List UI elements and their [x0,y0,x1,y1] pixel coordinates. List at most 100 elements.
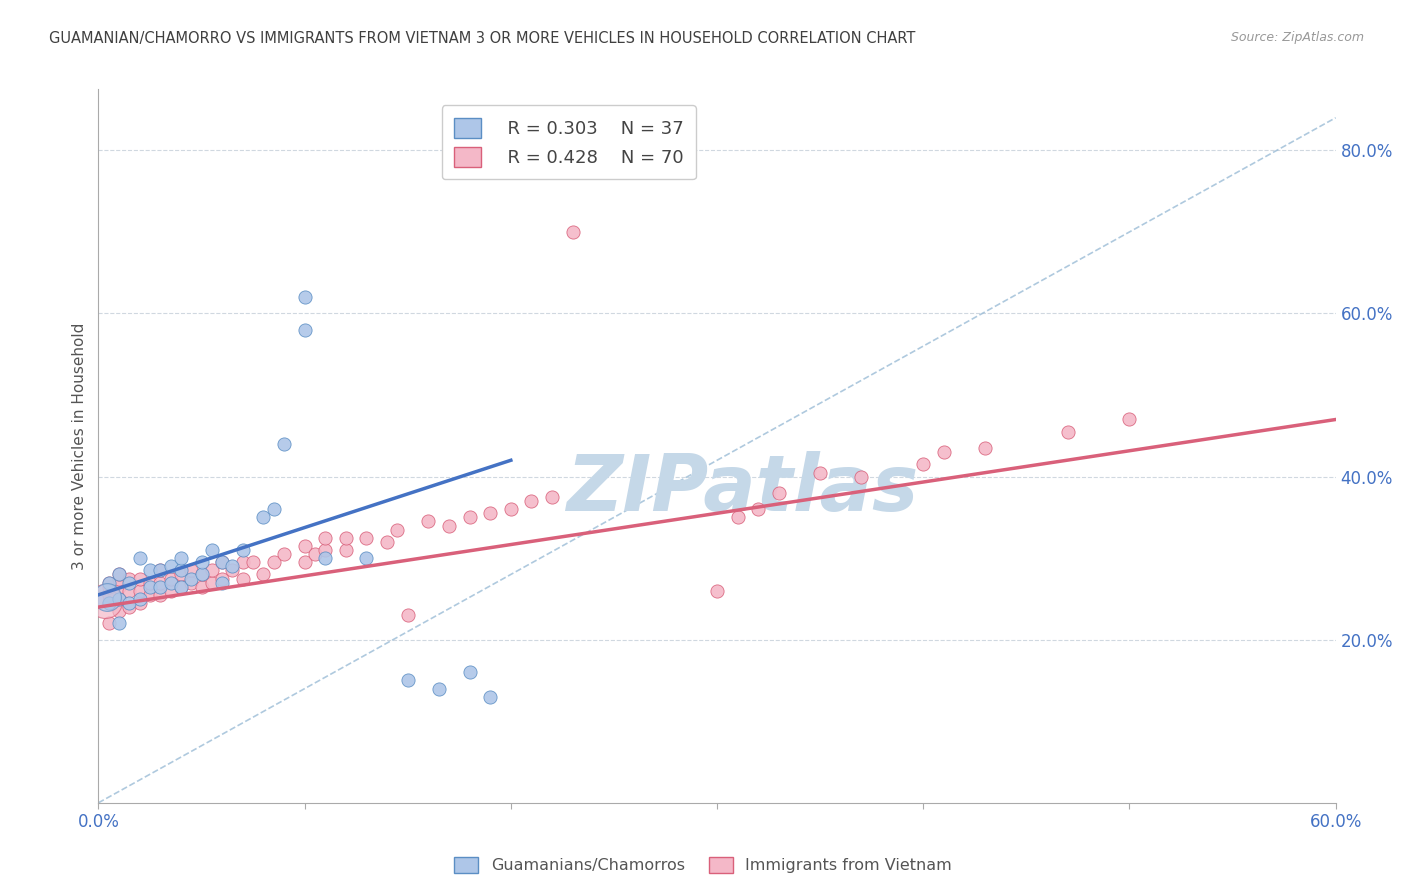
Point [479,506,502,520]
Point [201,563,224,577]
Point [108,567,131,582]
Point [149,580,172,594]
Point [294,290,316,304]
Point [520,494,543,508]
Point [561,225,583,239]
Point [118,583,141,598]
Point [97,616,120,631]
Point [221,559,243,574]
Point [221,563,243,577]
Point [418,515,440,529]
Point [541,490,564,504]
Point [118,596,141,610]
Point [180,563,202,577]
Point [1118,412,1140,426]
Point [128,551,150,566]
Point [458,510,481,524]
Point [139,575,162,590]
Point [128,572,150,586]
Point [252,510,274,524]
Point [263,555,285,569]
Point [727,510,749,524]
Point [242,555,264,569]
Point [263,502,285,516]
Point [232,555,254,569]
Point [159,572,181,586]
Legend:   R = 0.303    N = 37,   R = 0.428    N = 70: R = 0.303 N = 37, R = 0.428 N = 70 [441,105,696,179]
Point [294,555,316,569]
Point [396,673,419,688]
Point [93,593,115,607]
Point [118,572,141,586]
Point [273,547,295,561]
Point [97,575,120,590]
Point [201,543,224,558]
Text: GUAMANIAN/CHAMORRO VS IMMIGRANTS FROM VIETNAM 3 OR MORE VEHICLES IN HOUSEHOLD CO: GUAMANIAN/CHAMORRO VS IMMIGRANTS FROM VI… [49,31,915,46]
Point [108,616,131,631]
Point [190,555,212,569]
Point [232,543,254,558]
Point [128,596,150,610]
Point [211,555,233,569]
Point [747,502,769,516]
Point [149,563,172,577]
Point [211,572,233,586]
Point [356,551,378,566]
Point [139,588,162,602]
Point [108,604,131,618]
Point [396,608,419,623]
Point [211,555,233,569]
Point [211,575,233,590]
Point [108,591,131,606]
Legend: Guamanians/Chamorros, Immigrants from Vietnam: Guamanians/Chamorros, Immigrants from Vi… [447,850,959,880]
Point [149,575,172,590]
Point [159,583,181,598]
Point [201,575,224,590]
Point [375,534,398,549]
Point [190,580,212,594]
Point [437,518,460,533]
Point [314,551,336,566]
Point [108,580,131,594]
Point [128,583,150,598]
Point [706,583,728,598]
Point [180,575,202,590]
Point [294,539,316,553]
Point [170,567,193,582]
Point [294,323,316,337]
Point [932,445,955,459]
Point [314,531,336,545]
Text: ZIPatlas: ZIPatlas [565,450,918,527]
Point [356,531,378,545]
Point [159,559,181,574]
Point [190,567,212,582]
Point [108,572,131,586]
Text: Source: ZipAtlas.com: Source: ZipAtlas.com [1230,31,1364,45]
Point [458,665,481,680]
Point [768,486,790,500]
Point [180,572,202,586]
Point [96,591,118,605]
Point [335,543,357,558]
Point [387,523,409,537]
Point [149,563,172,577]
Point [499,502,522,516]
Point [170,580,193,594]
Point [851,469,873,483]
Y-axis label: 3 or more Vehicles in Household: 3 or more Vehicles in Household [72,322,87,570]
Point [974,441,997,455]
Point [912,458,935,472]
Point [1056,425,1078,439]
Point [273,437,295,451]
Point [252,567,274,582]
Point [159,575,181,590]
Point [170,580,193,594]
Point [97,596,120,610]
Point [97,596,120,610]
Point [97,580,120,594]
Point [97,575,120,590]
Point [97,588,120,602]
Point [808,466,831,480]
Point [170,563,193,577]
Point [190,567,212,582]
